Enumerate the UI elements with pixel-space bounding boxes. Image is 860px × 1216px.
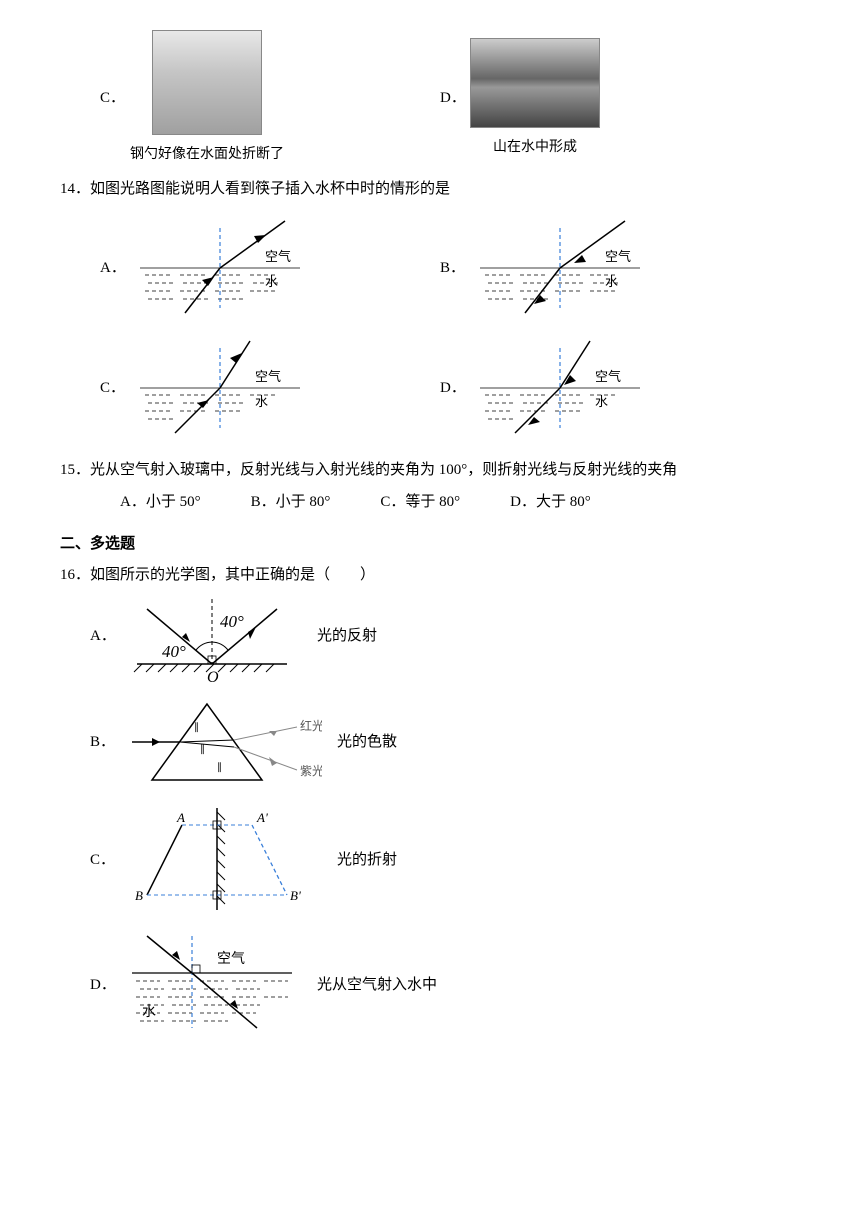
q-number: 15．	[60, 462, 90, 478]
q13-option-d: D． 山在水中形成	[440, 30, 780, 166]
svg-text:B: B	[135, 888, 143, 903]
option-label: A．	[90, 623, 122, 650]
svg-text:∥: ∥	[194, 722, 199, 733]
q-text: 如图所示的光学图，其中正确的是（ ）	[90, 567, 375, 583]
option-label: B．	[440, 255, 470, 282]
question-16: 16．如图所示的光学图，其中正确的是（ ） A． 40° 40° O 光的反射 …	[60, 562, 800, 1043]
svg-text:O: O	[207, 669, 219, 684]
option-label: D．	[90, 972, 122, 999]
q15-option-d: D．大于 80°	[510, 489, 591, 516]
svg-text:红光: 红光	[300, 718, 322, 733]
q16-diagram-b: ∥ ∥ ∥ 红光 紫光	[122, 692, 322, 792]
svg-text:∥: ∥	[217, 762, 222, 773]
q14-diagram-d: 空气 水	[470, 333, 650, 443]
svg-text:∥: ∥	[200, 744, 205, 755]
svg-text:B': B'	[290, 888, 301, 903]
caption: 光的色散	[337, 729, 397, 756]
mountain-reflection-image	[470, 38, 600, 128]
caption: 光的折射	[337, 847, 397, 874]
svg-text:空气: 空气	[265, 249, 291, 264]
svg-text:A': A'	[256, 810, 268, 825]
q-number: 16．	[60, 567, 90, 583]
q-text: 如图光路图能说明人看到筷子插入水杯中时的情形的是	[90, 181, 450, 197]
q13-options: C． 钢勺好像在水面处折断了 D． 山在水中形成	[100, 30, 800, 166]
svg-text:水: 水	[595, 394, 608, 409]
svg-text:水: 水	[265, 274, 278, 289]
svg-text:紫光: 紫光	[300, 764, 322, 778]
svg-text:空气: 空气	[595, 369, 621, 384]
q15-option-a: A．小于 50°	[120, 489, 201, 516]
caption: 钢勺好像在水面处折断了	[130, 141, 284, 166]
caption: 光的反射	[317, 623, 377, 650]
caption: 山在水中形成	[493, 134, 577, 159]
option-label: B．	[90, 729, 122, 756]
q-text: 光从空气射入玻璃中，反射光线与入射光线的夹角为 100°，则折射光线与反射光线的…	[90, 462, 677, 478]
svg-text:空气: 空气	[255, 369, 281, 384]
q-number: 14．	[60, 181, 90, 197]
q15-option-c: C．等于 80°	[380, 489, 460, 516]
option-label: C．	[100, 85, 130, 112]
option-label: C．	[90, 847, 122, 874]
svg-text:水: 水	[605, 274, 618, 289]
svg-text:水: 水	[142, 1004, 156, 1020]
option-label: D．	[440, 375, 470, 402]
svg-text:空气: 空气	[605, 249, 631, 264]
svg-text:水: 水	[255, 394, 268, 409]
q14-diagram-c: 空气 水	[130, 333, 310, 443]
section-title: 二、多选题	[60, 530, 800, 557]
q14-diagram-a: 空气 水	[130, 213, 310, 323]
option-label: A．	[100, 255, 130, 282]
svg-text:40°: 40°	[220, 612, 244, 631]
svg-text:A: A	[176, 810, 185, 825]
spoon-in-water-image	[152, 30, 262, 135]
q14-diagram-b: 空气 水	[470, 213, 650, 323]
question-15: 15．光从空气射入玻璃中，反射光线与入射光线的夹角为 100°，则折射光线与反射…	[60, 457, 800, 516]
q16-diagram-d: 空气 水	[122, 928, 302, 1043]
q15-option-b: B．小于 80°	[251, 489, 331, 516]
q13-option-c: C． 钢勺好像在水面处折断了	[100, 30, 440, 166]
svg-text:40°: 40°	[162, 642, 186, 661]
q16-diagram-c: A B A' B'	[122, 800, 322, 920]
question-14: 14．如图光路图能说明人看到筷子插入水杯中时的情形的是 A．	[60, 176, 800, 443]
caption: 光从空气射入水中	[317, 972, 437, 999]
q16-diagram-a: 40° 40° O	[122, 589, 302, 684]
option-label: D．	[440, 85, 470, 112]
option-label: C．	[100, 375, 130, 402]
svg-text:空气: 空气	[217, 951, 245, 967]
